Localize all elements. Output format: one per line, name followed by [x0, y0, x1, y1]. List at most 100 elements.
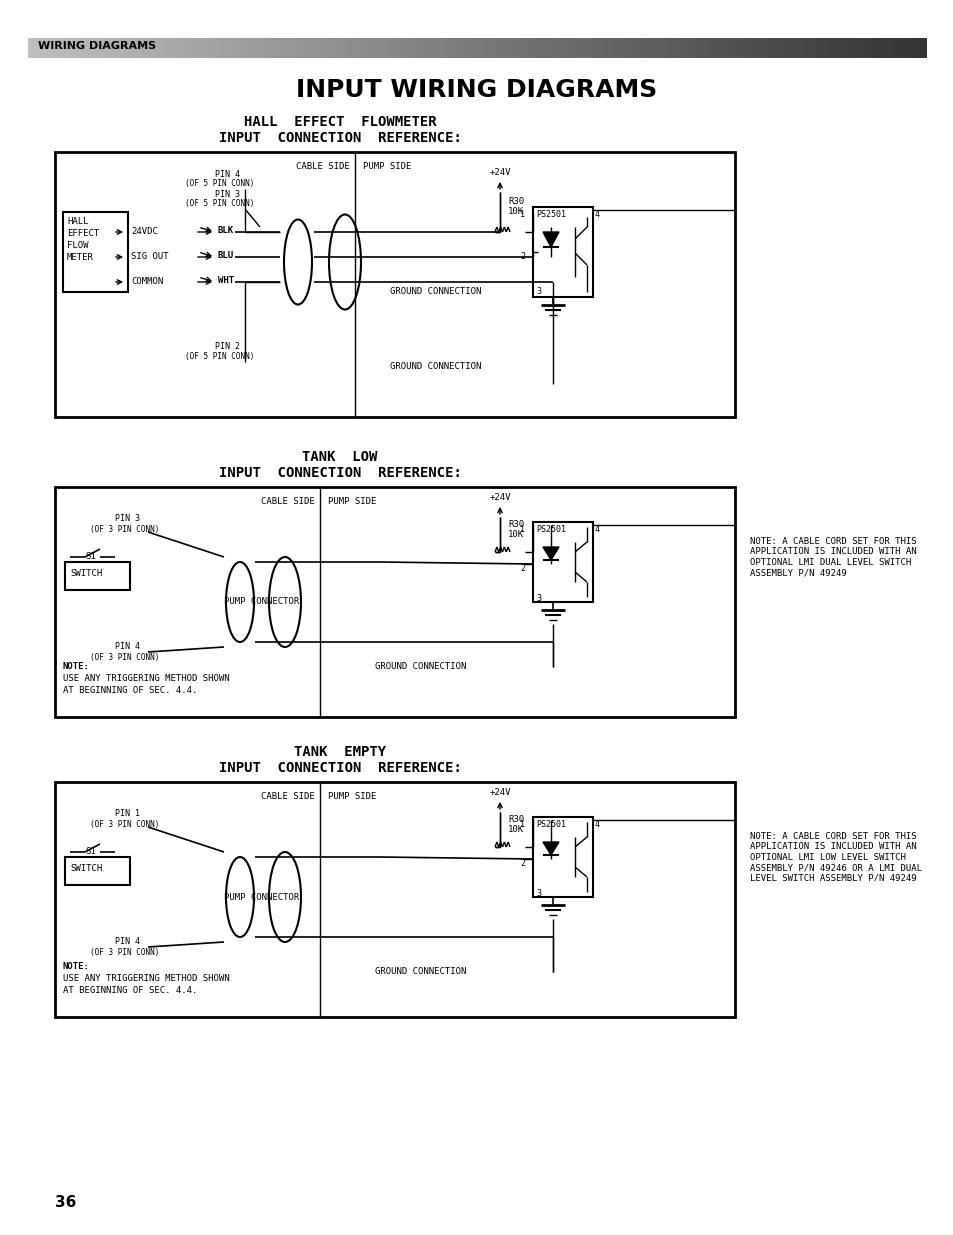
- Text: NOTE: A CABLE CORD SET FOR THIS
APPLICATION IS INCLUDED WITH AN
OPTIONAL LMI DUA: NOTE: A CABLE CORD SET FOR THIS APPLICAT…: [749, 537, 916, 577]
- Bar: [874, 38, 878, 58]
- Bar: [677, 38, 680, 58]
- Bar: [297, 38, 301, 58]
- Bar: [453, 38, 456, 58]
- Bar: [28, 38, 32, 58]
- Bar: [832, 38, 837, 58]
- Bar: [232, 38, 235, 58]
- Bar: [910, 38, 914, 58]
- Text: PIN 4: PIN 4: [115, 937, 140, 946]
- Bar: [530, 38, 535, 58]
- Bar: [881, 38, 884, 58]
- Text: NOTE:: NOTE:: [63, 662, 90, 671]
- Bar: [411, 38, 415, 58]
- Bar: [271, 38, 274, 58]
- Bar: [55, 152, 734, 417]
- Bar: [184, 38, 188, 58]
- Bar: [644, 38, 648, 58]
- Bar: [285, 38, 289, 58]
- Text: +24V: +24V: [489, 493, 510, 501]
- Bar: [489, 38, 493, 58]
- Bar: [321, 38, 325, 58]
- Bar: [811, 38, 816, 58]
- Text: 2: 2: [519, 860, 524, 868]
- Bar: [76, 38, 80, 58]
- Bar: [294, 38, 298, 58]
- Text: R30: R30: [507, 815, 523, 824]
- Bar: [877, 38, 882, 58]
- Text: 4: 4: [595, 210, 599, 219]
- Bar: [850, 38, 854, 58]
- Bar: [635, 38, 639, 58]
- Bar: [485, 38, 490, 58]
- Bar: [103, 38, 107, 58]
- Bar: [476, 38, 480, 58]
- Bar: [148, 38, 152, 58]
- Bar: [88, 38, 91, 58]
- Bar: [127, 38, 131, 58]
- Bar: [471, 38, 475, 58]
- Bar: [614, 38, 618, 58]
- Bar: [555, 38, 558, 58]
- Bar: [70, 38, 73, 58]
- Bar: [300, 38, 304, 58]
- Bar: [456, 38, 459, 58]
- Text: R30: R30: [507, 520, 523, 529]
- Bar: [886, 38, 890, 58]
- Bar: [862, 38, 866, 58]
- Bar: [510, 38, 514, 58]
- Bar: [72, 38, 77, 58]
- Bar: [34, 38, 38, 58]
- Bar: [327, 38, 331, 58]
- Bar: [516, 38, 519, 58]
- Text: INPUT  CONNECTION  REFERENCE:: INPUT CONNECTION REFERENCE:: [218, 761, 461, 776]
- Bar: [172, 38, 175, 58]
- Bar: [818, 38, 821, 58]
- Text: BLU: BLU: [218, 251, 233, 261]
- Bar: [109, 38, 112, 58]
- Bar: [865, 38, 869, 58]
- Bar: [802, 38, 806, 58]
- Bar: [632, 38, 636, 58]
- Bar: [539, 38, 543, 58]
- Bar: [190, 38, 193, 58]
- Bar: [638, 38, 642, 58]
- Bar: [482, 38, 486, 58]
- Bar: [142, 38, 146, 58]
- Text: PIN 4: PIN 4: [214, 170, 240, 179]
- Bar: [145, 38, 149, 58]
- Bar: [794, 38, 798, 58]
- Bar: [91, 38, 94, 58]
- Bar: [443, 38, 448, 58]
- Text: PIN 4: PIN 4: [115, 642, 140, 651]
- Bar: [222, 38, 226, 58]
- Bar: [659, 38, 663, 58]
- Bar: [435, 38, 438, 58]
- Bar: [766, 38, 771, 58]
- Text: AT BEGINNING OF SEC. 4.4.: AT BEGINNING OF SEC. 4.4.: [63, 986, 197, 995]
- Bar: [821, 38, 824, 58]
- Bar: [55, 38, 59, 58]
- Bar: [132, 38, 136, 58]
- Bar: [253, 38, 256, 58]
- Bar: [836, 38, 840, 58]
- Bar: [64, 38, 68, 58]
- Bar: [393, 38, 396, 58]
- Bar: [763, 38, 767, 58]
- Text: HALL: HALL: [67, 217, 89, 226]
- Bar: [49, 38, 52, 58]
- Bar: [398, 38, 403, 58]
- Bar: [679, 38, 684, 58]
- Bar: [55, 782, 734, 1016]
- Bar: [773, 38, 777, 58]
- Bar: [93, 38, 98, 58]
- Text: PUMP SIDE: PUMP SIDE: [363, 162, 411, 170]
- Text: HALL  EFFECT  FLOWMETER: HALL EFFECT FLOWMETER: [243, 115, 436, 128]
- Bar: [246, 38, 251, 58]
- Bar: [584, 38, 588, 58]
- Text: SWITCH: SWITCH: [70, 569, 102, 578]
- Bar: [527, 38, 532, 58]
- Bar: [902, 38, 905, 58]
- Text: FLOW: FLOW: [67, 241, 89, 249]
- Bar: [40, 38, 44, 58]
- Ellipse shape: [226, 857, 253, 937]
